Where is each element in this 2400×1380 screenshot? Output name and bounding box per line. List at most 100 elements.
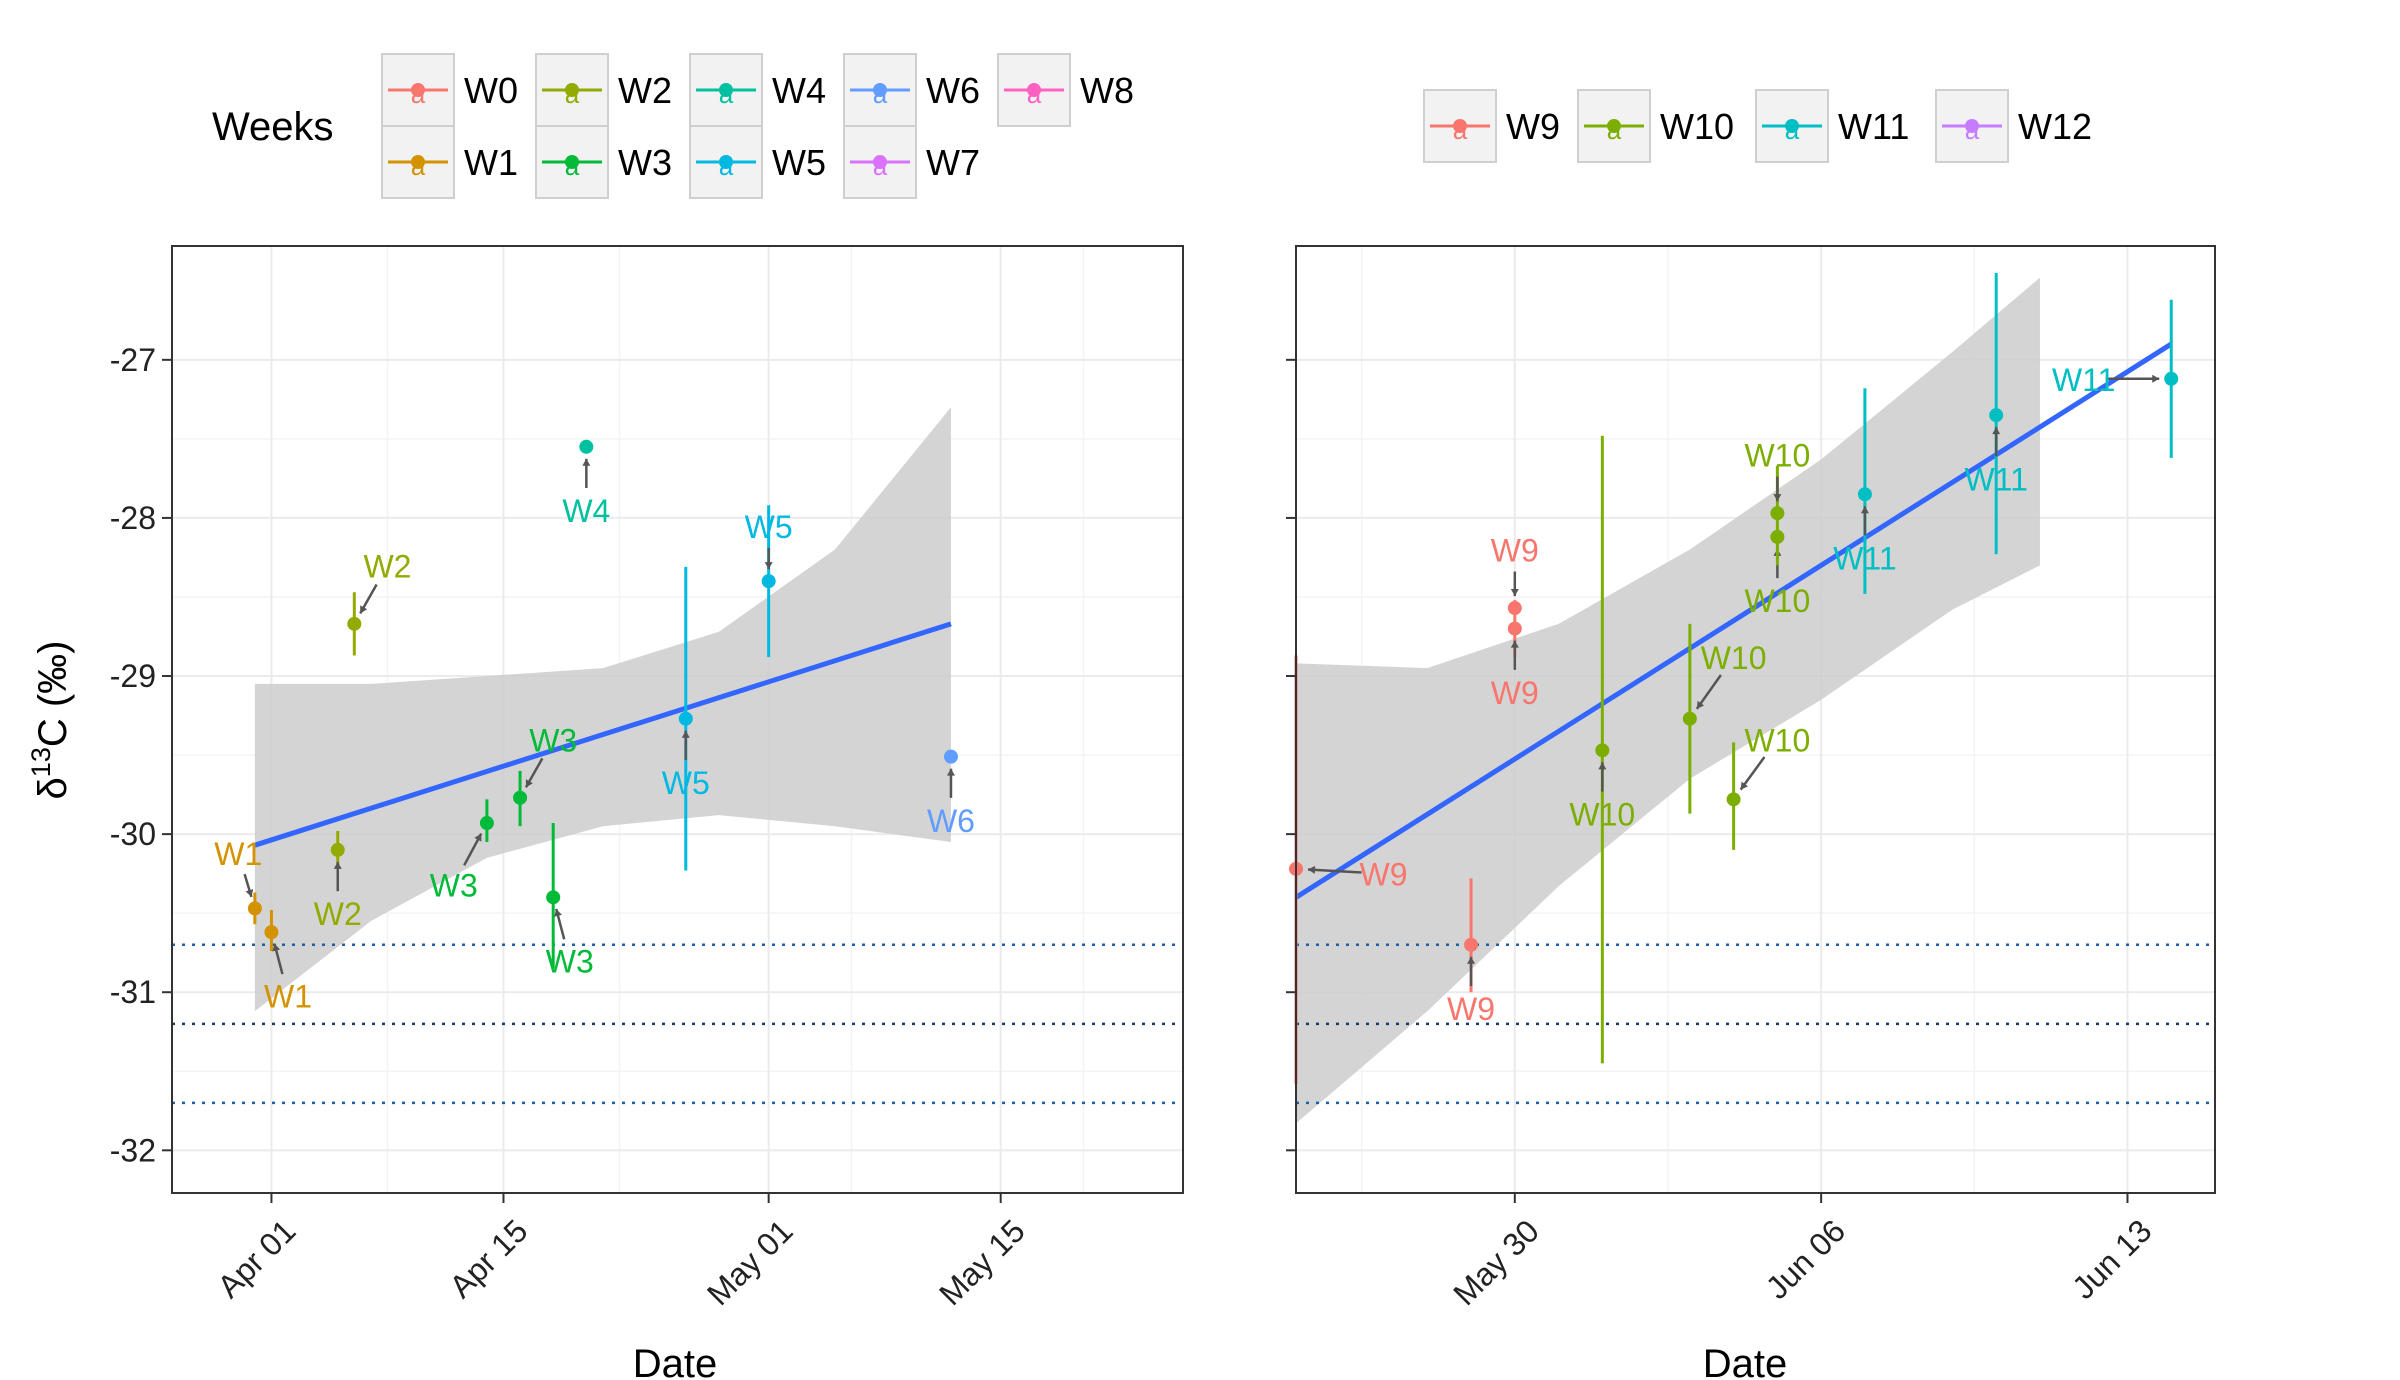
legend-label-W1: W1: [464, 142, 518, 183]
data-point-left: [264, 925, 279, 940]
x-tick-label-right: Jun 13: [2065, 1213, 2158, 1306]
legend-label-W12: W12: [2018, 106, 2092, 147]
legend-left: Weeks a W0 a W1 a W2 a W3 a W4 a W5 a W6 a W7 a W8: [212, 53, 1134, 199]
legend-key-glyph-W2: a: [565, 79, 580, 109]
point-label-right: W10: [1744, 583, 1810, 619]
legend-key-glyph-W3: a: [565, 151, 580, 181]
legend-key-glyph-W9: a: [1453, 115, 1468, 145]
y-tick-label-left: -30: [110, 816, 156, 852]
legend-label-W0: W0: [464, 70, 518, 111]
point-label-left: W6: [927, 803, 975, 839]
label-arrowhead-right: [2152, 374, 2160, 383]
y-tick-label-left: -29: [110, 658, 156, 694]
label-arrowhead-left: [474, 833, 482, 842]
y-tick-label-left: -31: [110, 974, 156, 1010]
legend-key-glyph-W8: a: [1027, 79, 1042, 109]
point-label-right: W10: [1569, 797, 1635, 833]
point-label-left: W4: [562, 493, 610, 529]
label-arrowhead-right: [1510, 589, 1519, 597]
point-label-left: W1: [214, 836, 262, 872]
point-label-right: W10: [1744, 722, 1810, 758]
data-point-right: [1989, 408, 2004, 423]
x-tick-label-right: Jun 06: [1759, 1213, 1852, 1306]
panel-border-left: [171, 245, 1184, 1194]
legend-key-point-W11: [1785, 119, 1799, 133]
label-arrowhead-right: [1696, 700, 1705, 709]
data-point-right: [1595, 743, 1610, 758]
point-label-left: W3: [430, 868, 478, 904]
x-tick-label-left: May 01: [700, 1213, 800, 1313]
x-tick-label-left: May 15: [932, 1213, 1032, 1313]
legend-key-point-W4: [719, 83, 733, 97]
point-label-right: W11: [1833, 540, 1896, 576]
legend-key-glyph-W12: a: [1965, 115, 1980, 145]
data-point-left: [513, 790, 528, 805]
label-arrowhead-left: [360, 605, 368, 614]
confidence-ribbon-right: [1296, 277, 2040, 1124]
data-point-right: [1857, 487, 1872, 502]
label-arrowhead-right: [1467, 956, 1476, 964]
data-point-left: [579, 439, 594, 454]
legend-key-glyph-W7: a: [873, 151, 888, 181]
data-point-right: [1507, 621, 1522, 636]
label-arrowhead-left: [525, 779, 533, 788]
label-arrowhead-left: [764, 562, 773, 570]
y-axis-title: δ13C (‰): [26, 641, 75, 800]
label-arrowhead-left: [272, 943, 281, 952]
legend-key-point-W1: [411, 155, 425, 169]
trend-line-left: [254, 621, 952, 848]
legend-key-point-W2: [565, 83, 579, 97]
point-label-right: W9: [1447, 991, 1495, 1027]
legend-key-point-W5: [719, 155, 733, 169]
legend-key-glyph-W10: a: [1607, 115, 1622, 145]
legend-key-point-W12: [1965, 119, 1979, 133]
data-point-right: [1770, 506, 1785, 521]
x-axis-title-left: Date: [633, 1342, 718, 1380]
legend-label-W2: W2: [618, 70, 672, 111]
legend-key-glyph-W4: a: [719, 79, 734, 109]
label-arrowhead-left: [582, 458, 591, 466]
legend-label-W4: W4: [772, 70, 826, 111]
legend-right: a W9 a W10 a W11 a W12: [1423, 89, 2092, 163]
point-label-left: W5: [662, 765, 710, 801]
legend-title: Weeks: [212, 105, 334, 149]
label-arrowhead-left: [554, 908, 562, 917]
legend-key-point-W6: [873, 83, 887, 97]
legend-label-W6: W6: [926, 70, 980, 111]
label-arrowhead-left: [681, 730, 690, 738]
y-tick-label-left: -28: [110, 500, 156, 536]
trend-line-right: [1294, 341, 2173, 900]
point-label-right: W9: [1491, 675, 1539, 711]
point-label-right: W9: [1491, 533, 1539, 569]
label-arrowhead-left: [946, 768, 955, 776]
point-label-right: W9: [1360, 857, 1408, 893]
y-tick-label-left: -32: [110, 1132, 156, 1168]
x-tick-label-right: May 30: [1446, 1213, 1546, 1313]
y-tick-label-left: -27: [110, 342, 156, 378]
legend-label-W8: W8: [1080, 70, 1134, 111]
point-label-right: W11: [2052, 362, 2115, 398]
confidence-ribbon-left: [254, 407, 951, 1012]
label-arrowhead-right: [1307, 865, 1316, 874]
legend-label-W5: W5: [772, 142, 826, 183]
point-label-left: W2: [314, 896, 362, 932]
label-arrowhead-right: [1992, 427, 2001, 435]
data-point-left: [479, 816, 494, 831]
data-point-right: [1682, 711, 1697, 726]
data-point-right: [2164, 371, 2179, 386]
label-arrowhead-right: [1510, 640, 1519, 648]
data-point-left: [678, 711, 693, 726]
legend-label-W7: W7: [926, 142, 980, 183]
point-label-right: W10: [1701, 640, 1767, 676]
label-arrowhead-right: [1740, 781, 1749, 790]
panel-left: W1 W1 W2 W2 W3 W3 W3 W4 W5 W5 W6 -32 -31 -30 -29 -28 -27…: [110, 245, 1184, 1313]
point-label-left: W1: [264, 978, 312, 1014]
panel-border-right: [1295, 245, 2216, 1194]
label-arrowhead-right: [1598, 762, 1607, 770]
x-tick-label-left: Apr 01: [210, 1213, 302, 1305]
legend-label-W10: W10: [1660, 106, 1734, 147]
data-point-right: [1464, 937, 1479, 952]
label-arrowhead-right: [1773, 494, 1782, 502]
data-point-left: [330, 842, 345, 857]
legend-label-W3: W3: [618, 142, 672, 183]
